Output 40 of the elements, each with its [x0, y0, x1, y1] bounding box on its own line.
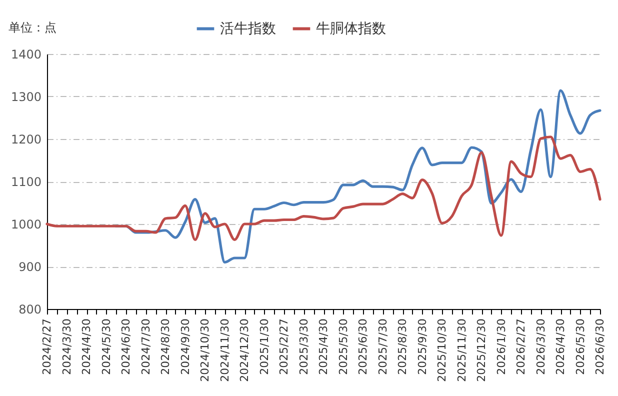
x-tick-label: 2025/1/30 — [258, 318, 271, 375]
x-tick-label: 2026/5/30 — [574, 318, 587, 375]
x-tick-label: 2024/8/30 — [159, 318, 172, 375]
x-tick-label: 2025/7/30 — [376, 318, 390, 375]
x-tick-label: 2024/10/30 — [198, 318, 212, 382]
y-tick-label: 1000 — [10, 218, 42, 232]
legend-label: 牛胴体指数 — [316, 20, 386, 37]
y-axis-title: 单位：点 — [8, 20, 56, 34]
x-tick-label: 2025/2/27 — [278, 318, 290, 375]
x-tick-label: 2026/1/30 — [494, 318, 508, 375]
x-tick-label: 2024/12/30 — [238, 318, 251, 382]
y-tick-label: 900 — [18, 260, 42, 274]
x-tick-label: 2025/11/30 — [455, 318, 468, 382]
legend-label: 活牛指数 — [220, 20, 276, 37]
x-tick-label: 2024/2/27 — [40, 318, 54, 375]
x-tick-label: 2024/3/30 — [60, 318, 74, 375]
x-tick-label: 2025/3/30 — [297, 318, 310, 375]
line-series — [46, 136, 602, 242]
y-tick-label: 1400 — [10, 48, 42, 62]
x-tick-label: 2024/4/30 — [80, 318, 93, 375]
y-tick-label: 800 — [18, 302, 42, 316]
x-tick-label: 2025/6/30 — [356, 318, 370, 375]
x-tick-label: 2026/4/30 — [554, 318, 567, 375]
x-tick-label: 2026/2/27 — [514, 318, 528, 375]
x-tick-label: 2025/8/30 — [396, 318, 409, 375]
x-tick-label: 2025/5/30 — [336, 318, 350, 375]
x-tick-label: 2025/12/30 — [475, 318, 488, 382]
y-tick-label: 1100 — [10, 175, 42, 189]
x-tick-label: 2024/9/30 — [178, 318, 192, 375]
x-tick-label: 2026/6/30 — [594, 318, 606, 375]
x-tick-label: 2025/9/30 — [416, 318, 429, 375]
x-tick-label: 2024/6/30 — [120, 318, 132, 375]
x-tick-label: 2024/7/30 — [139, 318, 152, 375]
y-tick-label: 1300 — [10, 90, 42, 104]
x-tick-label: 2026/3/30 — [534, 318, 548, 375]
y-tick-label: 1200 — [10, 132, 42, 146]
x-tick-label: 2024/5/30 — [100, 318, 113, 375]
x-tick-label: 2025/10/30 — [436, 318, 448, 382]
x-tick-label: 2025/4/30 — [317, 318, 330, 375]
x-tick-label: 2024/11/30 — [218, 318, 232, 382]
